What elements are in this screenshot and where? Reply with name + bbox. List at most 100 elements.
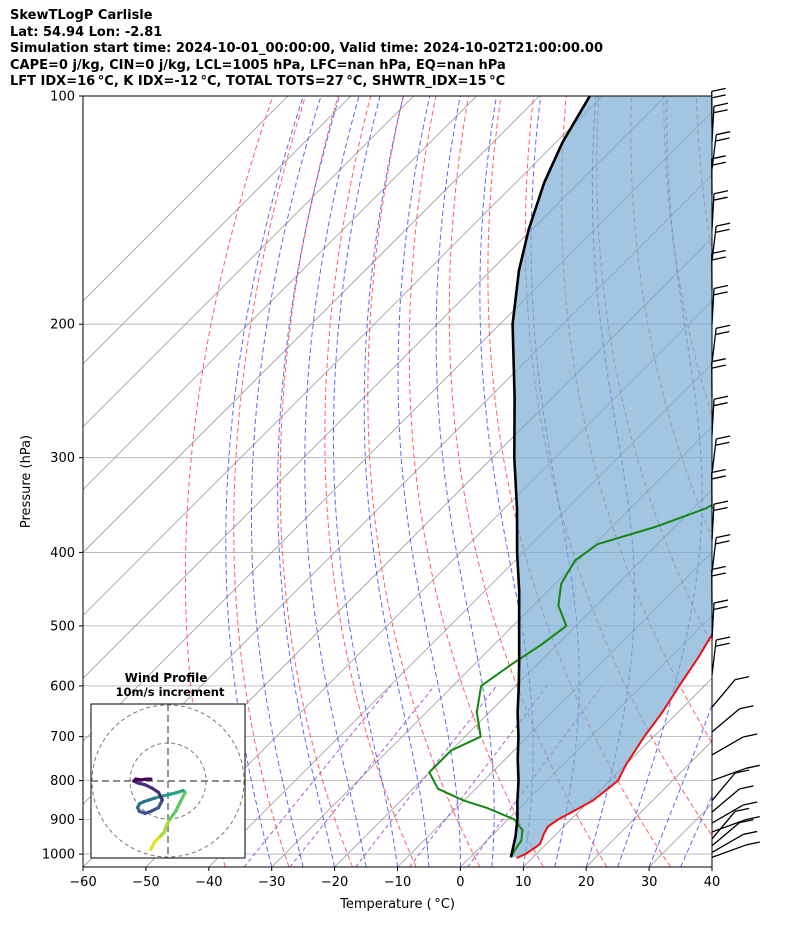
temperature-profile [516, 632, 712, 859]
dry-adiabat-line [184, 96, 274, 867]
wind-barb [711, 785, 754, 813]
isotherm-line [83, 96, 289, 302]
mixing-ratio-line [355, 685, 497, 867]
moist-adiabat-line [648, 703, 712, 867]
isotherm-line [83, 96, 414, 428]
y-tick-label: 800 [50, 774, 75, 789]
moist-adiabat-line [397, 96, 461, 867]
y-tick-label: 200 [50, 318, 75, 333]
wind-barb [711, 358, 726, 398]
wind-barb [711, 222, 731, 261]
y-tick-label: 500 [50, 619, 75, 634]
wind-barb [711, 102, 729, 143]
moist-adiabat-line [363, 96, 430, 867]
wind-barb [711, 284, 729, 325]
wind-barb [711, 500, 729, 540]
dry-adiabat-line [762, 96, 794, 867]
wind-barb [711, 816, 760, 833]
wind-barb [711, 533, 731, 573]
wind-barb [711, 675, 750, 708]
title-line-latlon: Lat: 54.94 Lon: -2.81 [10, 24, 163, 40]
wind-barb [711, 807, 750, 840]
moist-adiabat-line [225, 96, 304, 867]
dry-adiabat-line [324, 96, 417, 867]
parcel-profile [509, 96, 591, 858]
x-tick-label: −10 [384, 875, 411, 890]
title-line-indices: LFT IDX=16 °C, K IDX=-12 °C, TOTAL TOTS=… [10, 74, 506, 89]
dry-adiabat-line [233, 96, 306, 867]
isotherm-line [711, 866, 712, 867]
dewpoint-profile [428, 503, 712, 858]
dry-adiabat-line [729, 96, 794, 867]
isotherm-line [83, 96, 603, 616]
x-tick-label: 20 [578, 875, 595, 890]
title-line-cape: CAPE=0 j/kg, CIN=0 j/kg, LCL=1005 hPa, L… [10, 57, 506, 73]
figure-title: SkewTLogP Carlisle Lat: 54.94 Lon: -2.81… [10, 8, 780, 91]
wind-barb [711, 764, 760, 782]
y-axis-label: Pressure (hPa) [19, 435, 34, 528]
wind-barb [711, 818, 754, 847]
dry-adiabat-line [408, 96, 544, 867]
isotherm-line [334, 489, 712, 867]
y-tick-label: 900 [50, 813, 75, 828]
wind-barb [711, 599, 729, 639]
hodograph-title: Wind Profile [125, 671, 208, 685]
wind-barb [711, 733, 758, 756]
x-tick-label: 40 [704, 875, 721, 890]
wind-barb [711, 565, 726, 606]
y-tick-label: 300 [50, 451, 75, 466]
mixing-ratio-line [289, 685, 435, 867]
y-tick-label: 700 [50, 730, 75, 745]
wind-barb [711, 769, 750, 801]
wind-barb [711, 435, 731, 474]
isotherm-line [83, 96, 540, 554]
wind-barb [711, 801, 758, 824]
mixing-ratio-line [409, 685, 548, 867]
wind-barb [711, 705, 754, 733]
wind-barb [711, 468, 726, 509]
x-tick-label: −50 [132, 875, 159, 890]
title-line-times: Simulation start time: 2024-10-01_00:00:… [10, 41, 603, 56]
plot-area [83, 96, 794, 867]
isotherm-line [523, 677, 712, 867]
x-tick-label: −30 [258, 875, 285, 890]
x-tick-label: 30 [641, 875, 658, 890]
wind-barb [711, 395, 729, 436]
wind-barb [711, 249, 726, 290]
moist-adiabat-line [277, 96, 340, 867]
wind-barb [711, 830, 758, 853]
moist-adiabat-line [332, 96, 398, 867]
y-tick-label: 400 [50, 546, 75, 561]
moist-adiabat-line [304, 96, 367, 867]
moist-adiabat-line [251, 96, 322, 867]
y-tick-label: 1000 [42, 848, 75, 863]
moist-adiabat-line [680, 794, 712, 867]
hodograph-subtitle: 10m/s increment [116, 685, 225, 699]
x-axis-label: Temperature ( °C) [339, 897, 455, 912]
moist-adiabat-line [711, 865, 712, 867]
moist-adiabat-line [435, 96, 495, 867]
moist-adiabat-line [479, 96, 534, 867]
x-tick-label: −40 [195, 875, 222, 890]
x-tick-label: −20 [321, 875, 348, 890]
isotherm-line [83, 96, 477, 491]
wind-barbs [711, 87, 760, 858]
isotherm-line [83, 96, 352, 365]
mixing-ratio-line [243, 685, 392, 867]
title-line-station: SkewTLogP Carlisle [10, 8, 153, 23]
wind-barb [711, 324, 731, 364]
wind-barb [711, 636, 731, 675]
dry-adiabat-line [279, 96, 353, 867]
x-tick-label: −60 [69, 875, 96, 890]
wind-barb [711, 190, 729, 230]
wind-barb [711, 87, 726, 128]
wind-barb [711, 155, 726, 195]
dry-adiabat-line [367, 96, 481, 867]
y-tick-label: 100 [50, 90, 75, 105]
cin-shading [510, 96, 712, 858]
x-tick-label: 10 [515, 875, 532, 890]
dry-adiabat-line [448, 96, 608, 867]
y-tick-label: 600 [50, 679, 75, 694]
